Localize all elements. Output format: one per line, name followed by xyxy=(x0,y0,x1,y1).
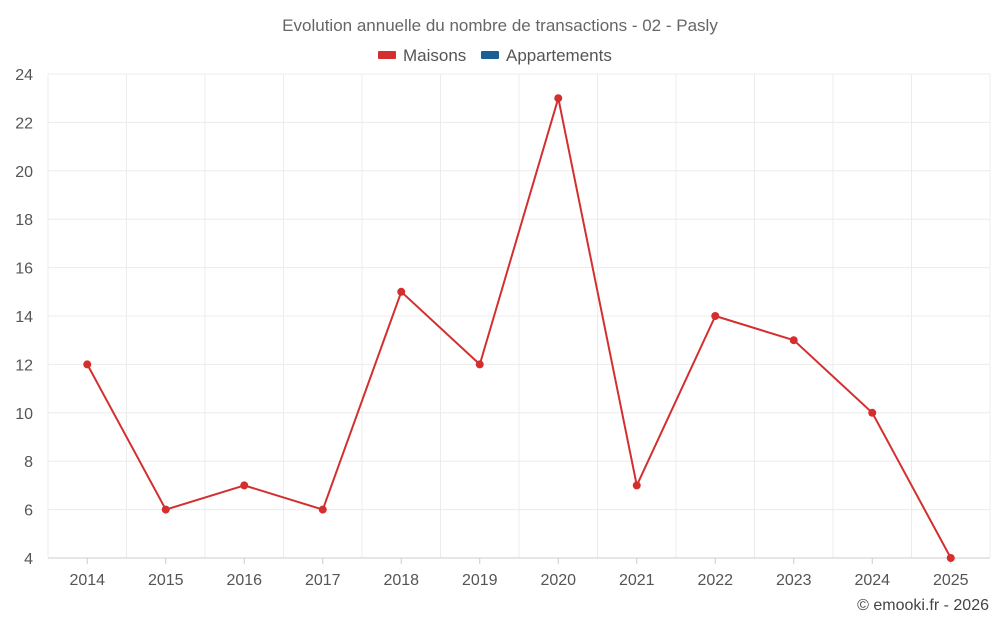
y-tick-label: 18 xyxy=(15,212,33,229)
data-point-maisons-2025[interactable] xyxy=(946,554,955,562)
data-point-maisons-2015[interactable] xyxy=(161,505,170,514)
x-tick-label: 2015 xyxy=(148,572,184,589)
y-tick-label: 12 xyxy=(15,357,33,374)
y-tick-label: 4 xyxy=(24,551,33,568)
series-line-maisons xyxy=(86,97,952,559)
chart-title: Evolution annuelle du nombre de transact… xyxy=(282,16,718,35)
x-tick-label: 2024 xyxy=(854,572,890,589)
data-point-maisons-2020[interactable] xyxy=(554,94,563,103)
x-tick-label: 2023 xyxy=(776,572,812,589)
data-point-maisons-2023[interactable] xyxy=(789,336,798,345)
y-tick-label: 10 xyxy=(15,406,33,423)
legend-item-appartements[interactable]: Appartements xyxy=(481,46,612,65)
y-tick-label: 6 xyxy=(24,503,33,520)
legend-label-appartements: Appartements xyxy=(506,46,612,65)
gridlines xyxy=(47,73,991,558)
x-tick-label: 2022 xyxy=(697,572,733,589)
x-tick-label: 2017 xyxy=(305,572,341,589)
x-tick-label: 2014 xyxy=(69,572,105,589)
data-point-maisons-2022[interactable] xyxy=(711,312,720,320)
x-tick-label: 2025 xyxy=(933,572,969,589)
data-point-maisons-2021[interactable] xyxy=(632,481,641,490)
legend-swatch-maisons xyxy=(378,51,396,59)
y-tick-label: 8 xyxy=(24,454,33,471)
data-point-maisons-2024[interactable] xyxy=(868,408,877,417)
credit-text: © emooki.fr - 2026 xyxy=(857,597,989,614)
legend-swatch-appartements xyxy=(481,51,499,59)
x-tick-label: 2020 xyxy=(540,572,576,589)
y-tick-label: 24 xyxy=(15,67,33,84)
y-tick-label: 14 xyxy=(15,309,33,326)
legend-item-maisons[interactable]: Maisons xyxy=(378,46,466,65)
x-tick-label: 2018 xyxy=(383,572,419,589)
data-point-maisons-2016[interactable] xyxy=(240,481,249,490)
data-point-maisons-2014[interactable] xyxy=(83,360,92,369)
data-point-maisons-2019[interactable] xyxy=(475,360,484,369)
series-layer xyxy=(83,94,955,562)
legend-label-maisons: Maisons xyxy=(403,46,466,65)
x-axis: 2014 2015 2016 2017 2018 2019 2020 2021 2022 2023… xyxy=(48,557,990,589)
x-tick-label: 2021 xyxy=(619,572,655,589)
legend: Maisons Appartements xyxy=(378,46,612,65)
data-point-maisons-2017[interactable] xyxy=(318,505,327,514)
y-axis: 4 6 8 10 12 14 16 18 20 22 24 xyxy=(15,67,33,568)
data-point-maisons-2018[interactable] xyxy=(397,287,406,296)
x-tick-label: 2019 xyxy=(462,572,498,589)
x-tick-label: 2016 xyxy=(226,572,262,589)
y-tick-label: 22 xyxy=(15,115,33,132)
y-tick-label: 20 xyxy=(15,164,33,181)
y-tick-label: 16 xyxy=(15,261,33,278)
